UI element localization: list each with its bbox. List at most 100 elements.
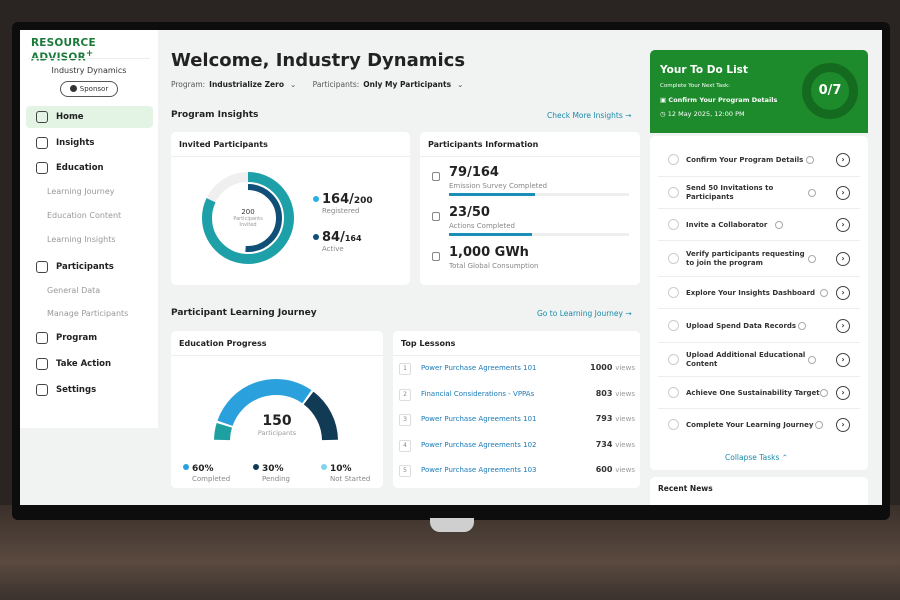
- todo-item[interactable]: Upload Spend Data Records ›: [658, 308, 860, 342]
- todo-checkbox[interactable]: [668, 320, 679, 331]
- lesson-row[interactable]: 2 Financial Considerations - VPPAs 803 vie…: [399, 386, 635, 406]
- sidebar-item-manage-participants[interactable]: Manage Participants: [26, 303, 153, 325]
- gauge-value: 150: [262, 413, 292, 429]
- sidebar-item-label: Participants: [56, 262, 114, 272]
- sidebar-item-education-content[interactable]: Education Content: [26, 205, 153, 227]
- help-icon[interactable]: [815, 421, 823, 429]
- participants-icon: [36, 261, 48, 273]
- sidebar-item-learning-journey[interactable]: Learning Journey: [26, 181, 153, 203]
- registered-ring: [202, 172, 294, 264]
- help-icon[interactable]: [808, 356, 816, 364]
- todo-item[interactable]: Confirm Your Program Details ›: [658, 144, 860, 176]
- card-title: Education Progress: [171, 331, 383, 356]
- chevron-right-button[interactable]: ›: [836, 386, 850, 400]
- views-label: views: [615, 466, 635, 474]
- chevron-up-icon: ⌃: [781, 453, 789, 462]
- chevron-down-icon[interactable]: ⌄: [457, 80, 464, 89]
- house-icon: [432, 212, 440, 221]
- sidebar-item-program[interactable]: Program: [26, 327, 153, 349]
- puzzle-icon: [36, 358, 48, 370]
- chevron-right-button[interactable]: ›: [836, 186, 850, 200]
- check-more-insights-link[interactable]: Check More Insights →: [547, 111, 631, 120]
- todo-item[interactable]: Complete Your Learning Journey ›: [658, 408, 860, 440]
- sidebar-item-participants[interactable]: Participants: [26, 256, 153, 278]
- gauge-label: Participants: [257, 429, 297, 437]
- lesson-views: 734 views: [596, 440, 635, 449]
- lesson-views: 1000 views: [590, 363, 635, 372]
- todo-item[interactable]: Explore Your Insights Dashboard ›: [658, 276, 860, 308]
- todo-item[interactable]: Verify participants requesting to join t…: [658, 240, 860, 276]
- legend-dot: [321, 464, 327, 470]
- todo-checkbox[interactable]: [668, 253, 679, 264]
- help-icon[interactable]: [806, 156, 814, 164]
- help-icon[interactable]: [808, 255, 816, 263]
- lesson-title-link[interactable]: Power Purchase Agreements 101: [421, 415, 537, 423]
- sidebar-item-learning-insights[interactable]: Learning Insights: [26, 229, 153, 251]
- logo[interactable]: RESOURCE ADVISOR+: [31, 37, 158, 64]
- sidebar-item-label: General Data: [47, 286, 101, 295]
- todo-checkbox[interactable]: [668, 354, 679, 365]
- lesson-row[interactable]: 5 Power Purchase Agreements 103 600 views: [399, 462, 635, 482]
- gear-icon: [36, 384, 48, 396]
- lesson-row[interactable]: 3 Power Purchase Agreements 101 793 views: [399, 411, 635, 431]
- help-icon[interactable]: [798, 322, 806, 330]
- lesson-row[interactable]: 4 Power Purchase Agreements 102 734 views: [399, 437, 635, 457]
- chevron-right-button[interactable]: ›: [836, 353, 850, 367]
- todo-header: Your To Do List Complete Your Next Task:…: [650, 50, 868, 133]
- todo-checkbox[interactable]: [668, 187, 679, 198]
- not-started-segment: [214, 423, 233, 441]
- info-label: Total Global Consumption: [449, 262, 539, 270]
- sidebar-item-settings[interactable]: Settings: [26, 379, 153, 401]
- sidebar-item-insights[interactable]: Insights: [26, 132, 153, 154]
- todo-label: Verify participants requesting to join t…: [686, 250, 805, 267]
- sidebar-item-label: Take Action: [56, 359, 112, 369]
- sidebar-item-home[interactable]: Home: [26, 106, 153, 128]
- legend-pct: 60%: [192, 464, 214, 474]
- chevron-down-icon[interactable]: ⌄: [289, 80, 297, 89]
- program-label: Program:: [171, 80, 206, 89]
- due-text: 12 May 2025, 12:00 PM: [667, 110, 745, 118]
- chevron-right-button[interactable]: ›: [836, 319, 850, 333]
- program-select[interactable]: Industrialize Zero: [209, 80, 284, 89]
- legend-item: 60% Completed: [183, 456, 230, 483]
- education-gauge: [214, 379, 338, 441]
- participants-select[interactable]: Only My Participants: [363, 80, 452, 89]
- chevron-right-button[interactable]: ›: [836, 252, 850, 266]
- todo-checkbox[interactable]: [668, 154, 679, 165]
- chevron-right-button[interactable]: ›: [836, 153, 850, 167]
- go-to-learning-journey-link[interactable]: Go to Learning Journey →: [537, 309, 632, 318]
- sidebar-item-general-data[interactable]: General Data: [26, 280, 153, 302]
- todo-checkbox[interactable]: [668, 287, 679, 298]
- sidebar-item-take-action[interactable]: Take Action: [26, 353, 153, 375]
- todo-count: 0/7: [818, 83, 842, 98]
- views-count: 600: [595, 465, 613, 474]
- chevron-right-button[interactable]: ›: [836, 286, 850, 300]
- views-count: 734: [595, 439, 613, 449]
- todo-item[interactable]: Achieve One Sustainability Target ›: [658, 376, 860, 408]
- help-icon[interactable]: [820, 389, 828, 397]
- registered-stat: 164/200 Registered: [313, 188, 373, 215]
- help-icon[interactable]: [808, 189, 816, 197]
- todo-checkbox[interactable]: [668, 219, 679, 230]
- collapse-tasks-button[interactable]: Collapse Tasks ⌃: [725, 453, 788, 462]
- todo-item[interactable]: Send 50 Invitations to Participants ›: [658, 176, 860, 208]
- sidebar-item-label: Learning Insights: [47, 235, 116, 244]
- lesson-title-link[interactable]: Financial Considerations - VPPAs: [421, 389, 535, 398]
- todo-item[interactable]: Upload Additional Educational Content ›: [658, 342, 860, 376]
- chevron-right-button[interactable]: ›: [836, 418, 850, 432]
- chevron-right-button[interactable]: ›: [836, 218, 850, 232]
- lesson-title-link[interactable]: Power Purchase Agreements 103: [421, 466, 537, 474]
- sidebar-item-education[interactable]: Education: [26, 157, 153, 179]
- role-label: Sponsor: [79, 85, 109, 93]
- todo-checkbox[interactable]: [668, 419, 679, 430]
- lesson-title-link[interactable]: Power Purchase Agreements 101: [421, 364, 537, 372]
- lesson-row[interactable]: 1 Power Purchase Agreements 101 1000 views: [399, 360, 635, 380]
- todo-item[interactable]: Invite a Collaborator ›: [658, 208, 860, 240]
- lesson-title-link[interactable]: Power Purchase Agreements 102: [421, 440, 537, 449]
- next-task[interactable]: ▣ Confirm Your Program Details: [660, 96, 777, 104]
- todo-label: Upload Additional Educational Content: [686, 351, 806, 368]
- help-icon[interactable]: [775, 221, 783, 229]
- todo-checkbox[interactable]: [668, 387, 679, 398]
- help-icon[interactable]: [820, 289, 828, 297]
- progress-bar: [449, 233, 629, 236]
